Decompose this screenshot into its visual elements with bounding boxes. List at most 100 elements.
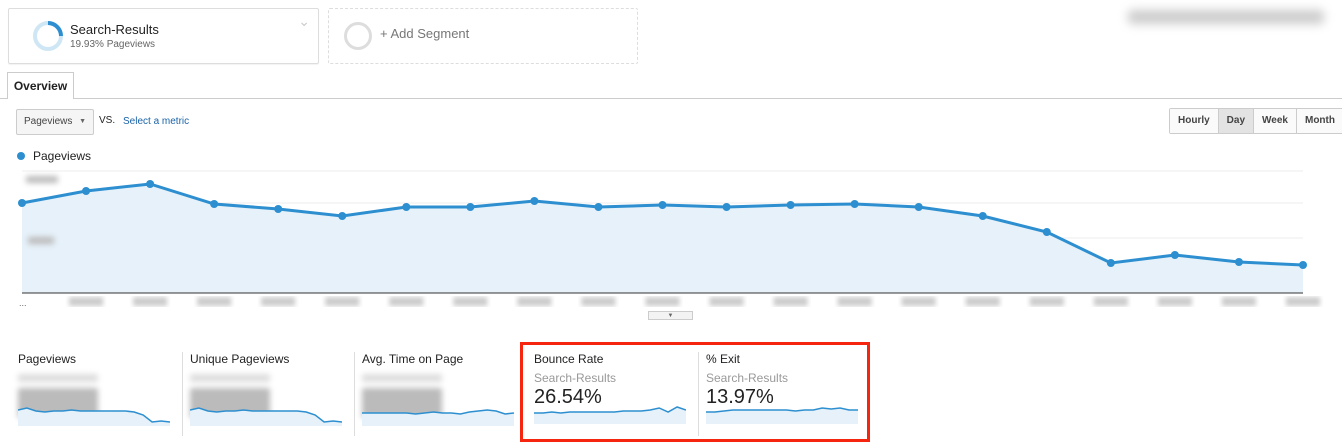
segment-name: Search-Results (70, 22, 159, 37)
highlight-box (520, 342, 870, 442)
scorecard-title: Bounce Rate (534, 352, 604, 366)
x-tick-label-blurred (709, 297, 744, 306)
add-segment-label: + Add Segment (380, 26, 470, 41)
granularity-toggle: Hourly Day Week Month (1169, 108, 1342, 134)
x-tick-label-blurred (389, 297, 424, 306)
scorecard[interactable]: Unique Pageviews (190, 352, 360, 438)
x-tick-label-blurred (133, 297, 168, 306)
sparkline-fill (362, 410, 514, 426)
x-tick-label-blurred (645, 297, 680, 306)
date-range-picker[interactable] (1128, 10, 1324, 24)
data-point (658, 201, 667, 209)
x-tick-label-blurred (517, 297, 552, 306)
data-point (530, 197, 539, 205)
sparkline-line (534, 406, 686, 414)
sparkline-fill (706, 408, 858, 424)
scorecard-title: Pageviews (18, 352, 77, 366)
vs-label: VS. (99, 115, 116, 126)
data-point (82, 187, 91, 195)
scorecard-value: 13.97% (706, 386, 774, 408)
data-point (914, 203, 923, 211)
data-point (466, 203, 475, 211)
scorecard-segment-blurred (190, 374, 270, 382)
line-chart (18, 170, 1320, 306)
scorecard[interactable]: Bounce Rate Search-Results 26.54% (534, 352, 704, 438)
sparkline (706, 407, 858, 424)
segment-card-search-results[interactable]: Search-Results 19.93% Pageviews ⌄ (8, 8, 319, 64)
data-point (722, 203, 731, 211)
data-point (1299, 261, 1307, 269)
x-tick-label-blurred (69, 297, 104, 306)
x-tick-label-blurred (325, 297, 360, 306)
scorecard-title: Avg. Time on Page (362, 352, 464, 366)
data-point (338, 212, 347, 220)
tab-overview[interactable]: Overview (7, 72, 74, 99)
y-tick-label-blurred (26, 176, 58, 183)
chevron-down-icon[interactable]: ⌄ (298, 13, 310, 29)
x-tick-label-blurred (581, 297, 616, 306)
scorecard[interactable]: Pageviews (18, 352, 188, 438)
x-tick-label-blurred (261, 297, 296, 306)
x-tick-label-blurred (837, 297, 872, 306)
data-point (1106, 259, 1115, 267)
data-point (402, 203, 411, 211)
select-metric-link[interactable]: Select a metric (123, 116, 190, 127)
sparkline (190, 407, 342, 426)
data-point (1234, 258, 1243, 266)
granularity-month[interactable]: Month (1295, 109, 1342, 133)
data-point (1170, 251, 1179, 259)
legend-label: Pageviews (33, 149, 92, 163)
scorecard-title: Unique Pageviews (190, 352, 290, 366)
data-point (210, 200, 219, 208)
area-fill (22, 184, 1303, 293)
granularity-day[interactable]: Day (1217, 109, 1254, 133)
scorecard[interactable]: % Exit Search-Results 13.97% (706, 352, 876, 438)
scorecard-segment: Search-Results (534, 371, 617, 385)
x-tick-label-blurred (1029, 297, 1064, 306)
scorecard-value: 26.54% (534, 386, 602, 408)
scorecard-divider (698, 352, 699, 436)
scorecard-title: % Exit (706, 352, 741, 366)
sparkline (362, 409, 514, 426)
tab-divider (0, 98, 1342, 99)
empty-segment-icon (344, 22, 372, 50)
sparkline (18, 407, 170, 426)
granularity-hourly[interactable]: Hourly (1170, 109, 1218, 133)
sparkline-line (706, 407, 858, 413)
scorecard-segment-blurred (362, 374, 442, 382)
x-tick-label-blurred (197, 297, 232, 306)
data-point (146, 180, 155, 188)
sparkline-fill (534, 407, 686, 424)
x-tick-label-blurred (1157, 297, 1192, 306)
x-tick-label-blurred (1093, 297, 1128, 306)
data-point (18, 199, 26, 207)
data-point (1042, 228, 1051, 236)
metric-dropdown[interactable]: Pageviews ▼ (16, 109, 94, 135)
sparkline-line (18, 407, 170, 423)
scorecard-divider (354, 352, 355, 436)
segment-donut-icon (33, 21, 63, 51)
sparkline-line (362, 409, 514, 415)
data-point (850, 200, 859, 208)
x-tick-label-blurred (453, 297, 488, 306)
scorecard-segment: Search-Results (706, 371, 789, 385)
segment-donut-arc (26, 14, 70, 58)
x-tick-label-blurred (965, 297, 1000, 306)
x-tick-label-blurred (1286, 297, 1320, 306)
x-tick-label-blurred (1221, 297, 1256, 306)
add-segment-button[interactable]: + Add Segment (328, 8, 638, 64)
collapse-chart-button[interactable]: ▼ (648, 311, 693, 320)
y-tick-label-blurred (28, 237, 54, 244)
scorecard-divider (182, 352, 183, 436)
scorecard[interactable]: Avg. Time on Page (362, 352, 532, 438)
metric-dropdown-value: Pageviews (24, 116, 73, 127)
more-dots: ... (19, 298, 27, 308)
data-point (978, 212, 987, 220)
scorecard-segment-blurred (18, 374, 98, 382)
legend-dot (17, 152, 25, 160)
caret-down-icon: ▼ (79, 118, 86, 125)
granularity-week[interactable]: Week (1253, 109, 1296, 133)
data-point (274, 205, 283, 213)
data-point (594, 203, 603, 211)
segment-subtitle: 19.93% Pageviews (70, 39, 156, 50)
